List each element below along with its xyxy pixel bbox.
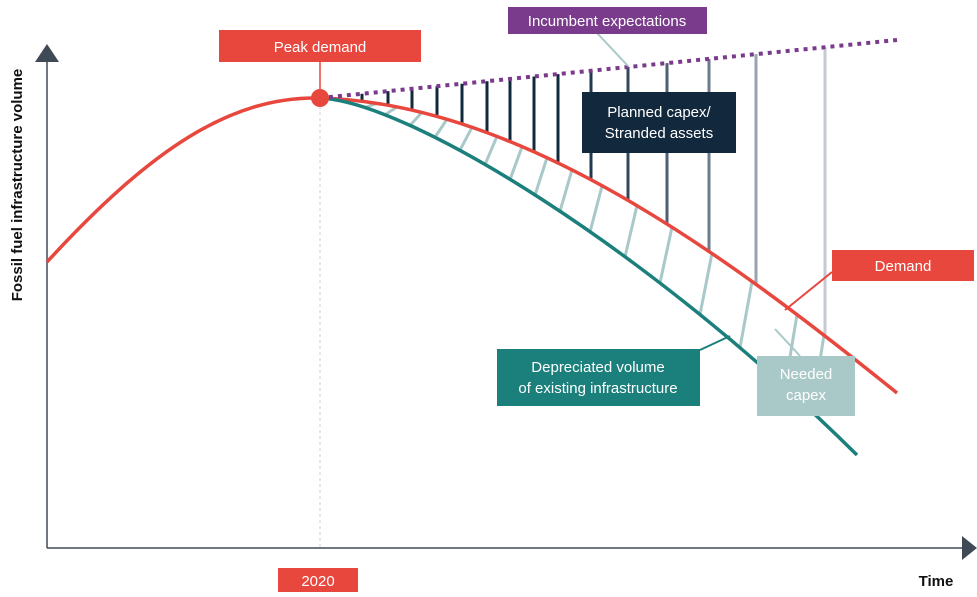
incumbent-expectations-line (319, 38, 898, 100)
depreciated-volume-box (497, 349, 700, 406)
depreciated-connector (699, 335, 731, 351)
needed-capex-label-line1: Needed (780, 366, 833, 383)
needed-capex-hatch-line (458, 126, 474, 151)
needed-capex-hatch-line (483, 135, 499, 166)
needed-capex-hatch-line (588, 185, 604, 233)
needed-capex-hatch-line (738, 281, 754, 349)
year-label: 2020 (301, 573, 334, 590)
needed-capex-box (757, 356, 855, 416)
needed-capex-hatch-line (623, 205, 639, 258)
needed-capex-hatch-line (433, 118, 449, 138)
needed-capex-hatch-line (698, 253, 714, 315)
needed-capex-hatch-line (508, 146, 524, 181)
needed-capex-hatch-line (533, 157, 549, 196)
peak-demand-label: Peak demand (274, 39, 367, 56)
x-axis-label: Time (919, 573, 954, 590)
depreciated-volume-label-line2: of existing infrastructure (518, 380, 677, 397)
needed-capex-hatch (364, 101, 826, 413)
demand-box (832, 250, 974, 281)
triangle-right-icon (962, 536, 977, 560)
peak-demand-box (219, 30, 421, 62)
y-axis-label: Fossil fuel infrastructure volume (9, 69, 26, 302)
triangle-up-icon (35, 44, 59, 62)
needed-capex-hatch-line (408, 111, 424, 127)
demand-curve (45, 96, 899, 395)
incumbent-connector (596, 32, 629, 67)
planned-capex-hatch (360, 47, 827, 336)
planned-capex-label-line2: Stranded assets (605, 125, 713, 142)
needed-capex-hatch-line (558, 169, 574, 212)
demand-connector (784, 271, 833, 311)
needed-capex-connector (774, 328, 801, 357)
incumbent-expectations-box (508, 7, 707, 34)
needed-capex-hatch-line (658, 226, 674, 284)
circle-marker-icon (311, 89, 329, 107)
incumbent-expectations-label: Incumbent expectations (528, 13, 686, 30)
year-box (278, 568, 358, 592)
planned-capex-box (582, 92, 736, 153)
demand-label: Demand (875, 258, 932, 275)
needed-capex-label-line2: capex (786, 387, 827, 404)
planned-capex-label-line1: Planned capex/ (607, 104, 711, 121)
depreciated-volume-label-line1: Depreciated volume (531, 359, 664, 376)
